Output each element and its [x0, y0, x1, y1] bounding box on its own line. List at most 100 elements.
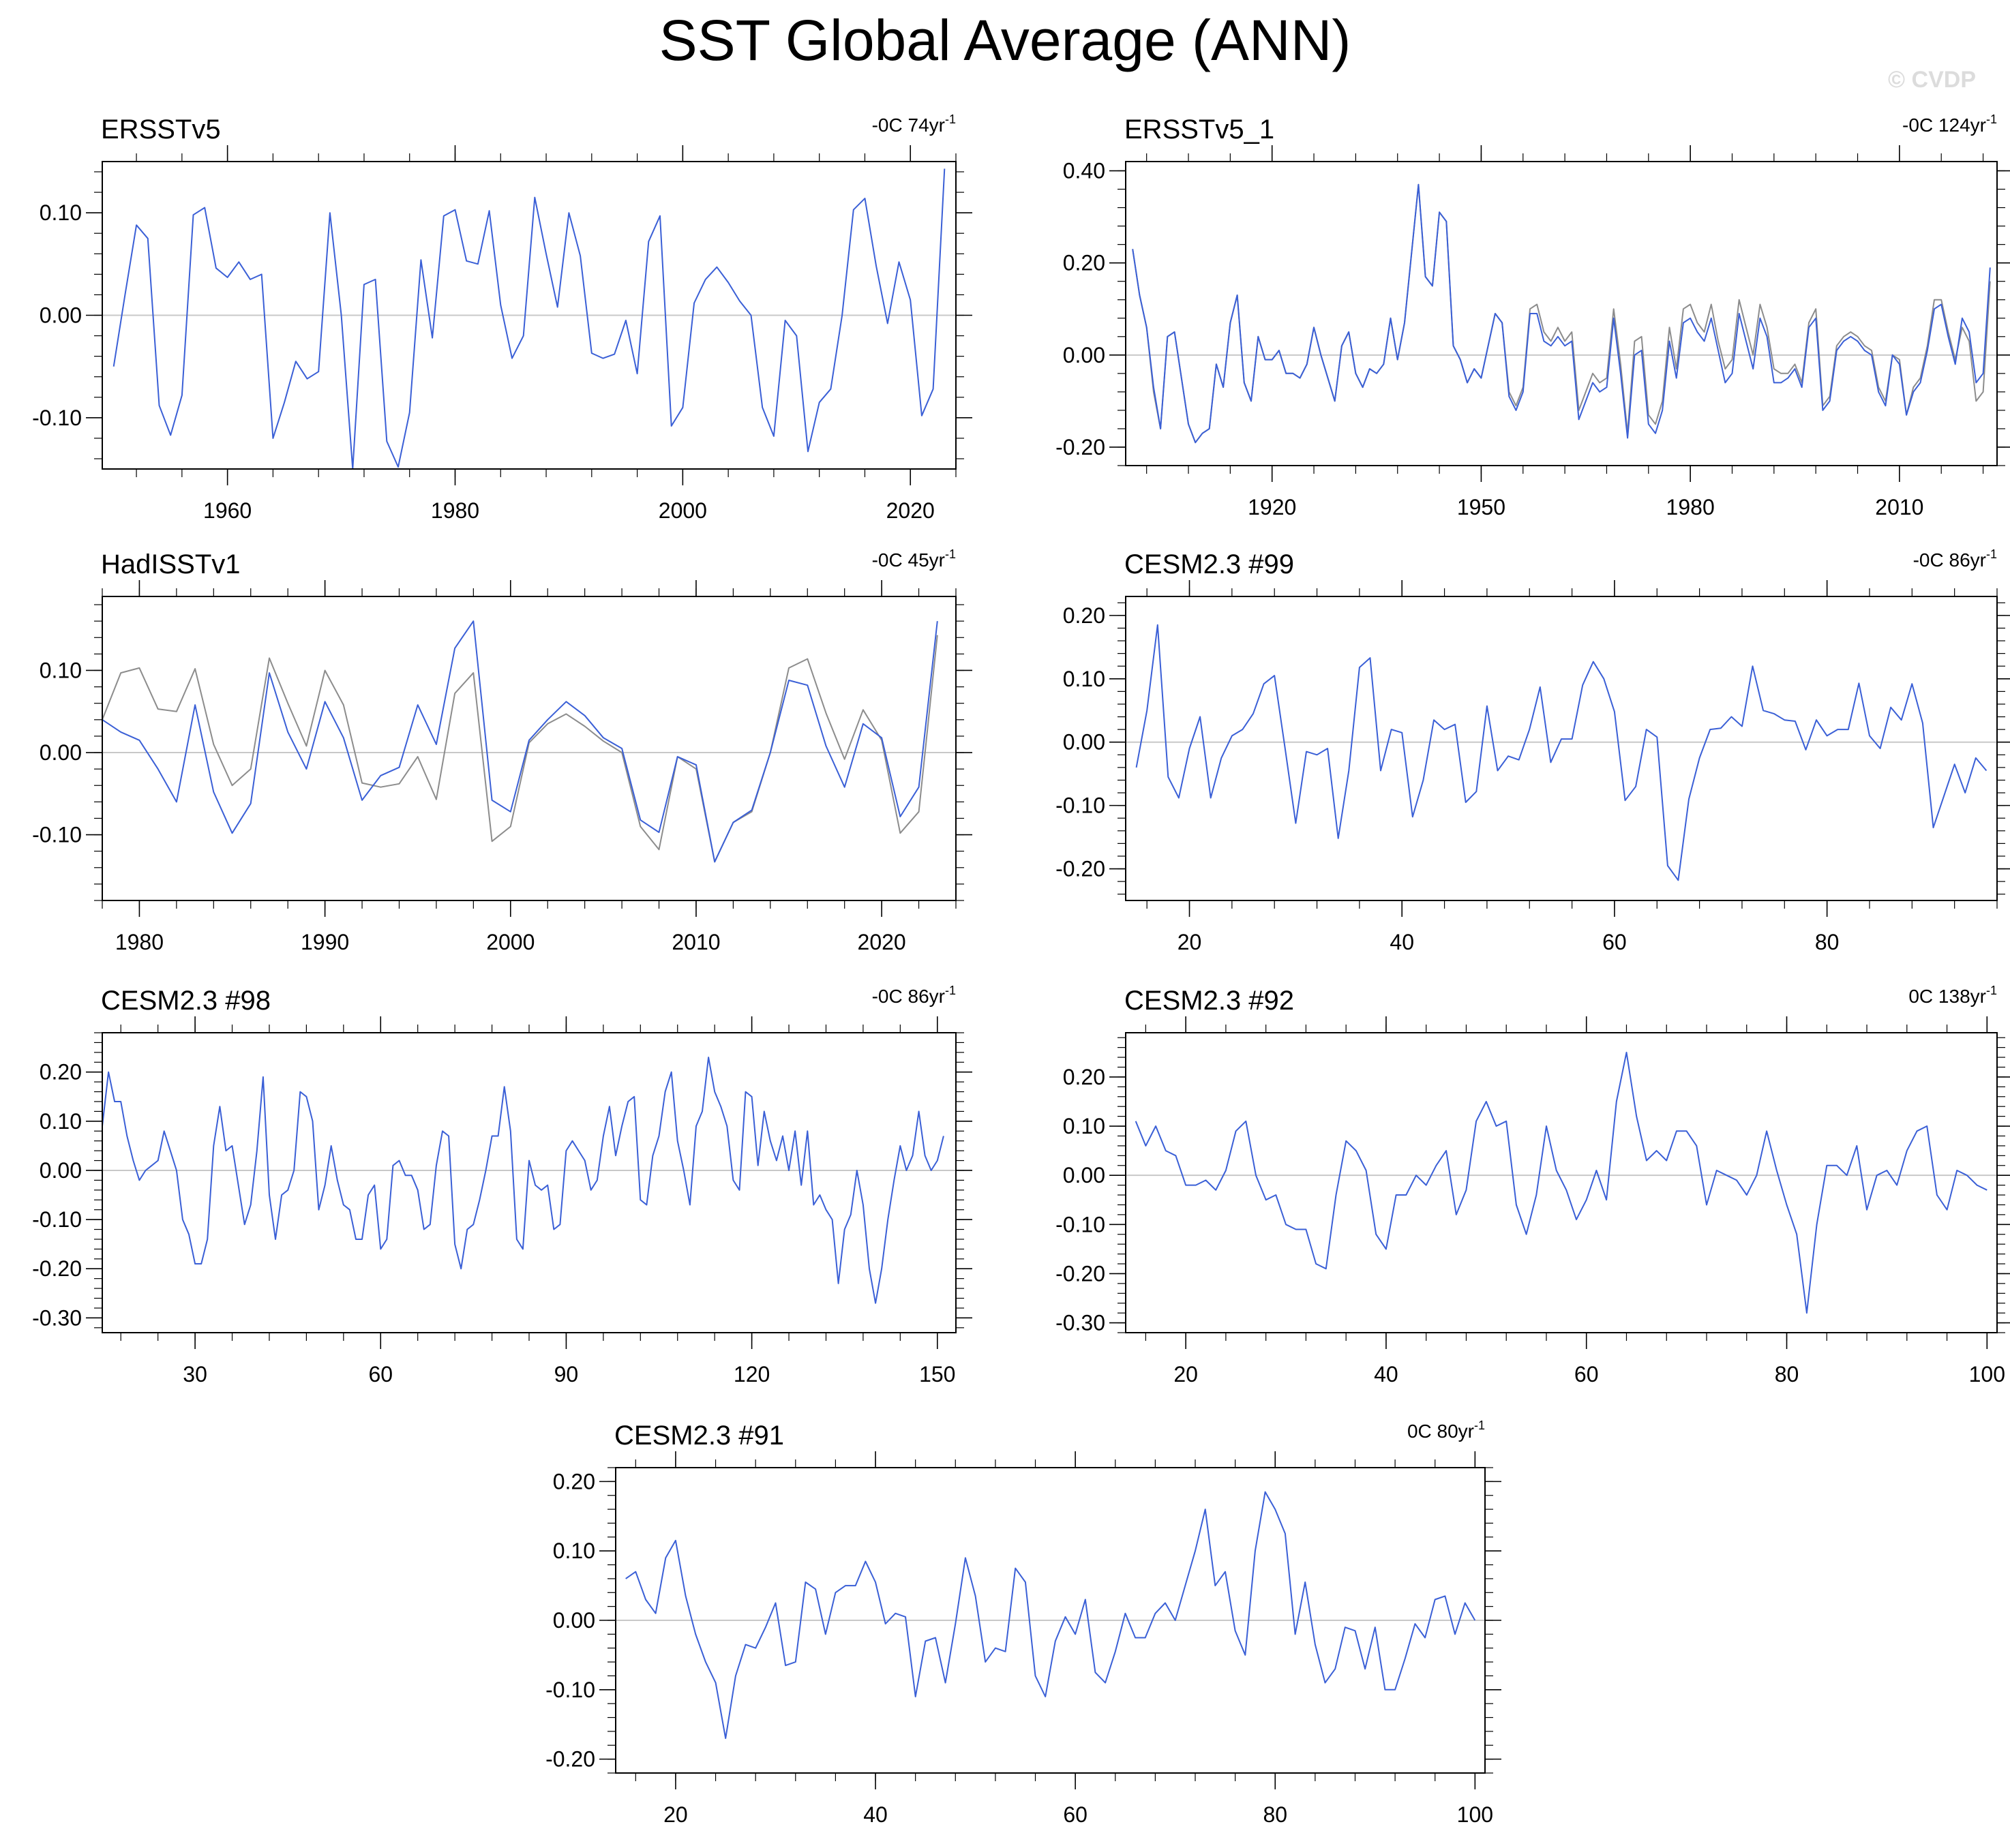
- y-tick-label: 0.10: [40, 1109, 82, 1134]
- x-tick-label: 1920: [1248, 495, 1296, 519]
- x-tick-label: 20: [663, 1802, 688, 1827]
- trend-exponent: -1: [1474, 1419, 1485, 1432]
- series-line-2: [102, 620, 938, 863]
- series-line-2: [1132, 183, 1991, 444]
- x-tick-label: 40: [1374, 1362, 1398, 1387]
- y-tick-label: -0.20: [1055, 435, 1105, 459]
- x-tick-label: 60: [1574, 1362, 1599, 1387]
- panel-6: CESM2.3 #92 0C 138yr-1 0.20 0.10 0.00 -0.10 -0…: [1055, 984, 2010, 1387]
- x-tick-label: 1980: [1666, 495, 1715, 519]
- y-tick-label: -0.20: [545, 1747, 595, 1772]
- x-tick-label: 80: [1263, 1802, 1287, 1827]
- plot-frame: [615, 1467, 1486, 1774]
- panel-title: CESM2.3 #99: [1124, 549, 1294, 579]
- y-tick-label: 0.00: [1063, 1163, 1105, 1187]
- x-tick-label: 100: [1969, 1362, 2005, 1387]
- y-tick-label: 0.10: [1063, 1114, 1105, 1138]
- x-tick-label: 60: [1063, 1802, 1088, 1827]
- y-tick-label: 0.20: [1063, 251, 1105, 275]
- y-tick-label: -0.20: [1055, 1261, 1105, 1286]
- series-line-1: [102, 635, 938, 863]
- y-tick-label: 0.20: [1063, 1065, 1105, 1089]
- trend-label: -0C 86yr-1: [872, 984, 956, 1007]
- plot-frame: [102, 1032, 957, 1333]
- series-line-1: [1132, 183, 1991, 444]
- x-tick-label: 60: [368, 1362, 393, 1387]
- main-title: SST Global Average (ANN): [659, 8, 1351, 72]
- x-tick-label: 2020: [886, 498, 935, 523]
- y-tick-label: 0.20: [1063, 603, 1105, 628]
- y-tick-label: 0.20: [553, 1469, 595, 1494]
- trend-label: -0C 45yr-1: [872, 547, 956, 571]
- trend-label: -0C 86yr-1: [1913, 547, 1997, 571]
- series-line-1: [112, 168, 946, 469]
- x-tick-label: 80: [1815, 930, 1840, 954]
- y-tick-label: -0.10: [1055, 793, 1105, 818]
- x-tick-label: 1960: [203, 498, 252, 523]
- x-tick-label: 30: [183, 1362, 207, 1387]
- trend-exponent: -1: [1986, 112, 1997, 126]
- trend-exponent: -1: [945, 547, 956, 561]
- y-tick-label: 0.10: [40, 200, 82, 225]
- x-tick-label: 1990: [301, 930, 349, 954]
- trend-label: -0C 124yr-1: [1902, 112, 1997, 136]
- panel-2: ERSSTv5_1 -0C 124yr-1 0.40 0.20 0.00 -0.20 192…: [1055, 112, 2010, 519]
- x-tick-label: 40: [1390, 930, 1414, 954]
- y-tick-label: -0.20: [32, 1256, 82, 1281]
- plot-frame: [1125, 1032, 1998, 1333]
- y-tick-label: 0.10: [40, 658, 82, 682]
- x-tick-label: 20: [1173, 1362, 1198, 1387]
- series-line-1: [1135, 624, 1987, 881]
- panel-title: CESM2.3 #98: [101, 986, 271, 1016]
- y-tick-label: -0.20: [1055, 857, 1105, 881]
- plot-frame: [102, 596, 957, 901]
- y-tick-label: 0.00: [1063, 730, 1105, 755]
- trend-label: -0C 74yr-1: [872, 112, 956, 136]
- x-tick-label: 1980: [115, 930, 164, 954]
- trend-label: 0C 80yr-1: [1407, 1419, 1485, 1442]
- panel-title: ERSSTv5_1: [1124, 115, 1274, 145]
- series-line-1: [102, 1057, 944, 1304]
- plot-frame: [102, 161, 957, 470]
- panel-1: ERSSTv5 -0C 74yr-1 0.10 0.00 -0.10 1960 1980 20…: [32, 112, 972, 523]
- trend-label: 0C 138yr-1: [1908, 984, 1997, 1007]
- y-tick-label: -0.10: [32, 406, 82, 430]
- panel-3: HadISSTv1 -0C 45yr-1 0.10 0.00 -0.10 1980 1990…: [32, 547, 972, 954]
- x-tick-label: 150: [919, 1362, 955, 1387]
- x-tick-label: 2000: [486, 930, 535, 954]
- x-tick-label: 60: [1602, 930, 1627, 954]
- trend-exponent: -1: [1986, 984, 1997, 997]
- x-tick-label: 1950: [1457, 495, 1505, 519]
- trend-exponent: -1: [945, 112, 956, 126]
- series-line-1: [1135, 1051, 1987, 1314]
- panels: ERSSTv5 -0C 74yr-1 0.10 0.00 -0.10 1960 1980 20…: [32, 112, 2010, 1827]
- x-tick-label: 100: [1457, 1802, 1493, 1827]
- y-tick-label: -0.10: [1055, 1212, 1105, 1237]
- x-tick-label: 1980: [431, 498, 479, 523]
- y-tick-label: 0.10: [1063, 667, 1105, 691]
- x-tick-label: 2010: [672, 930, 720, 954]
- panel-title: CESM2.3 #92: [1124, 986, 1294, 1016]
- y-tick-label: 0.00: [553, 1608, 595, 1633]
- x-tick-label: 2020: [858, 930, 906, 954]
- panel-4: CESM2.3 #99 -0C 86yr-1 0.20 0.10 0.00 -0.10 -0…: [1055, 547, 2010, 954]
- panel-title: HadISSTv1: [101, 549, 241, 579]
- panel-7: CESM2.3 #91 0C 80yr-1 0.20 0.10 0.00 -0.10 -0.…: [545, 1419, 1501, 1827]
- x-tick-label: 20: [1178, 930, 1202, 954]
- y-tick-label: -0.10: [32, 823, 82, 847]
- trend-exponent: -1: [1986, 547, 1997, 561]
- x-tick-label: 90: [554, 1362, 579, 1387]
- y-tick-label: -0.10: [545, 1678, 595, 1702]
- series-line-1: [625, 1491, 1476, 1740]
- y-tick-label: -0.30: [1055, 1311, 1105, 1335]
- x-tick-label: 2010: [1875, 495, 1923, 519]
- y-tick-label: -0.10: [32, 1207, 82, 1232]
- panel-5: CESM2.3 #98 -0C 86yr-1 0.20 0.10 0.00 -0.10 -0…: [32, 984, 972, 1387]
- x-tick-label: 2000: [659, 498, 707, 523]
- y-tick-label: 0.10: [553, 1539, 595, 1563]
- y-tick-label: -0.30: [32, 1305, 82, 1330]
- x-tick-label: 40: [863, 1802, 888, 1827]
- y-tick-label: 0.00: [40, 740, 82, 765]
- y-tick-label: 0.00: [40, 303, 82, 328]
